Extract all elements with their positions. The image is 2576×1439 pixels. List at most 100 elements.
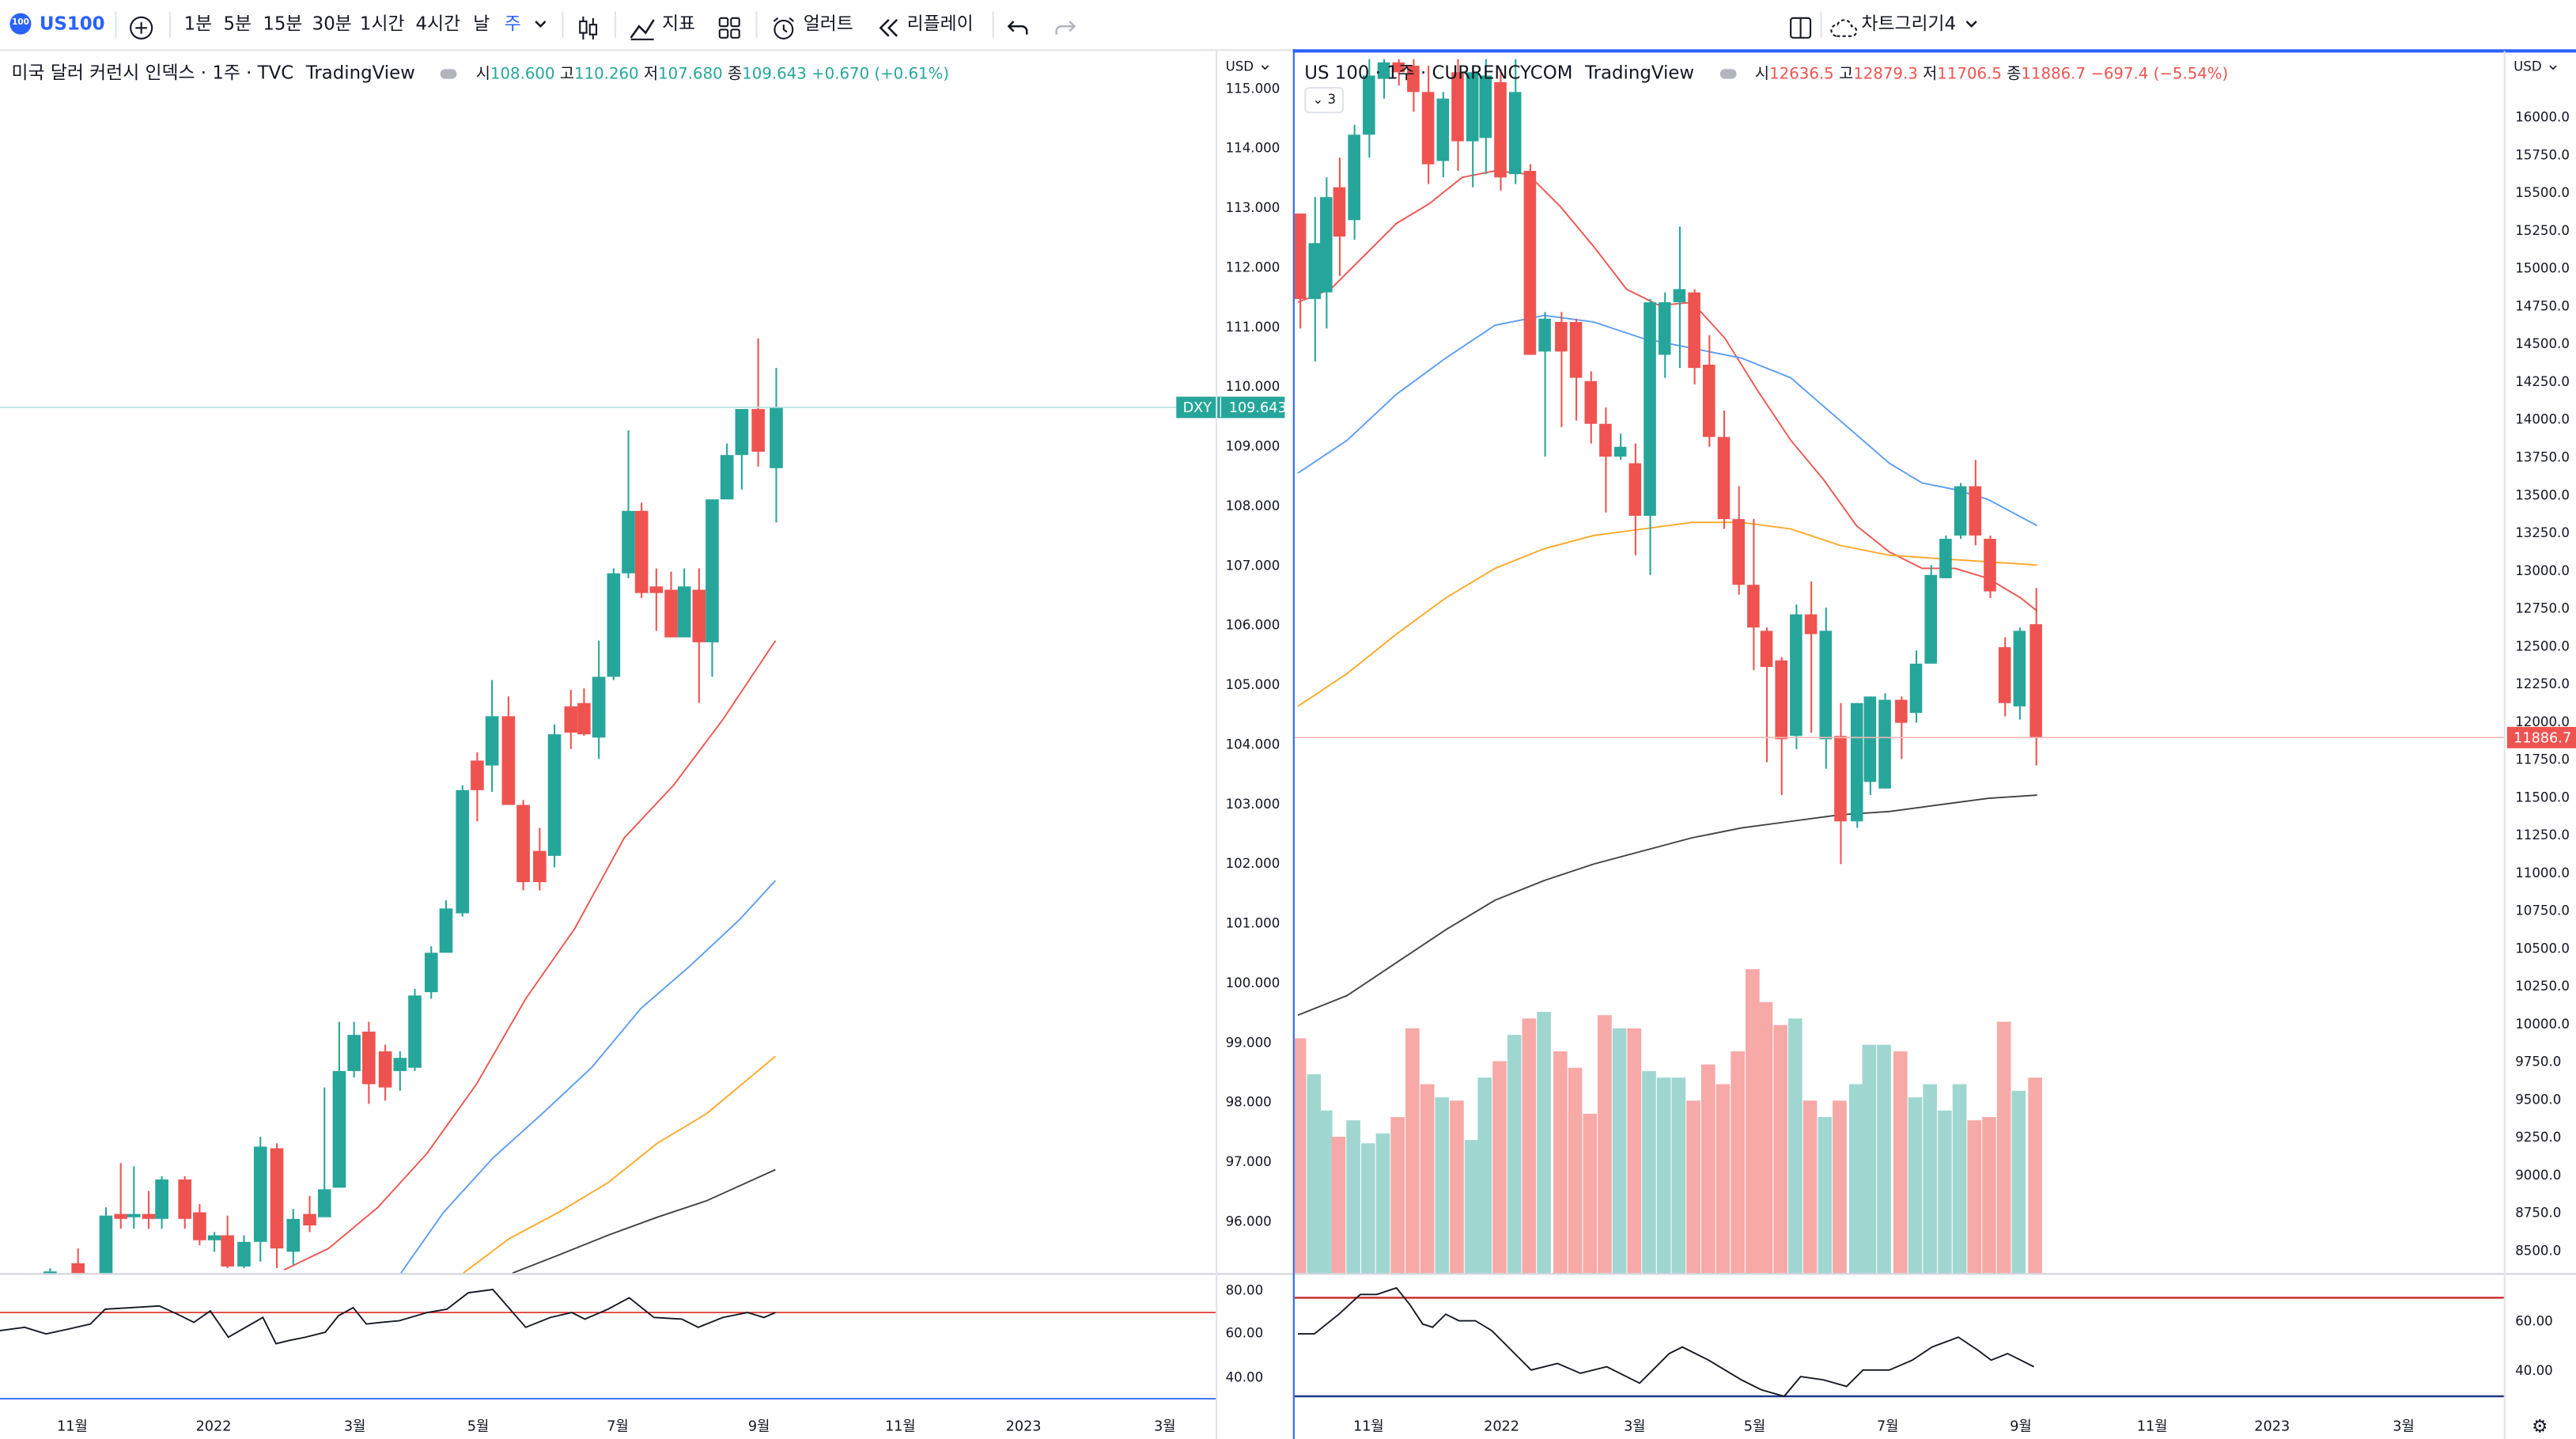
interval-15m[interactable]: 15분 bbox=[263, 13, 303, 35]
candles-style-icon[interactable] bbox=[575, 12, 601, 40]
candle bbox=[317, 1189, 331, 1217]
right-chart-source: TradingView bbox=[1585, 62, 1695, 84]
collapse-chevron-icon: ⌄ bbox=[1312, 92, 1324, 107]
right-chart-pane[interactable]: 16000.0 15750.0 15500.0 15250.0 15000.0 14750… bbox=[1294, 51, 2576, 1439]
time-tick-label: 2023 bbox=[2254, 1419, 2290, 1435]
price-tag-background bbox=[1176, 396, 1285, 418]
interval-chevron-down-icon[interactable] bbox=[532, 0, 549, 49]
volume-bar bbox=[1671, 1077, 1686, 1274]
undo-icon[interactable] bbox=[1005, 12, 1031, 38]
volume-bar bbox=[1492, 1061, 1507, 1274]
interval-week[interactable]: 주 bbox=[504, 13, 521, 35]
alert-button[interactable]: 얼러트 bbox=[803, 13, 853, 35]
volume-bar bbox=[1598, 1015, 1612, 1274]
price-tick-label: 10000.0 bbox=[2515, 1017, 2570, 1032]
price-tick-label: 15500.0 bbox=[2515, 185, 2570, 200]
indicators-collapse-button[interactable]: ⌄ 3 bbox=[1304, 87, 1345, 114]
time-tick-label: 3월 bbox=[1624, 1418, 1645, 1435]
time-tick-label: 5월 bbox=[1744, 1418, 1765, 1435]
price-tick-label: 115.000 bbox=[1226, 81, 1280, 96]
price-tick-label: 15750.0 bbox=[2515, 147, 2570, 162]
compare-add-icon[interactable] bbox=[128, 12, 154, 40]
volume-bar bbox=[1788, 1018, 1802, 1274]
indicators-icon[interactable] bbox=[630, 12, 656, 40]
interval-30m[interactable]: 30분 bbox=[312, 13, 352, 35]
templates-grid-icon[interactable] bbox=[717, 12, 743, 39]
moving-average-line bbox=[283, 640, 777, 1270]
market-status-icon bbox=[441, 68, 457, 78]
price-tick-label: 12500.0 bbox=[2515, 638, 2570, 653]
interval-1h[interactable]: 1시간 bbox=[359, 13, 405, 35]
currency-chevron-down-icon[interactable] bbox=[2549, 65, 2557, 70]
volume-bar bbox=[1331, 1136, 1346, 1274]
replay-button[interactable]: 리플레이 bbox=[906, 13, 974, 35]
interval-5m[interactable]: 5분 bbox=[223, 13, 252, 35]
volume-bar bbox=[1307, 1074, 1322, 1274]
price-tick-label: 9250.0 bbox=[2515, 1130, 2561, 1145]
candle bbox=[1538, 318, 1551, 352]
volume-bar bbox=[1923, 1084, 1938, 1274]
candle bbox=[1333, 187, 1346, 237]
price-tick-label: 12250.0 bbox=[2515, 676, 2570, 691]
volume-bar bbox=[2028, 1077, 2042, 1274]
price-tick-label: 11750.0 bbox=[2515, 752, 2570, 767]
candle bbox=[178, 1179, 191, 1219]
candle bbox=[1747, 585, 1760, 628]
price-tick-label: 105.000 bbox=[1226, 677, 1280, 692]
time-tick-label: 7월 bbox=[1877, 1418, 1898, 1435]
layout-split-icon[interactable] bbox=[1787, 12, 1814, 39]
volume-bar bbox=[1360, 1143, 1375, 1274]
layout-chevron-down-icon[interactable] bbox=[1963, 0, 1980, 49]
rsi-line bbox=[0, 1289, 776, 1345]
candle bbox=[408, 995, 422, 1068]
candle bbox=[1804, 614, 1818, 634]
candle bbox=[751, 409, 765, 453]
price-tick-label: 110.000 bbox=[1226, 379, 1280, 394]
candle bbox=[1494, 81, 1507, 178]
toolbar-divider bbox=[168, 11, 172, 38]
right-chart-title[interactable]: US 100 · 1주 · CURRENCYCOM bbox=[1304, 62, 1573, 84]
left-ohlc: 시108.600 고110.260 저107.680 종109.643 +0.6… bbox=[475, 66, 950, 84]
price-tick-label: 10750.0 bbox=[2515, 903, 2570, 918]
settings-gear-icon[interactable]: ⚙ bbox=[2531, 1415, 2548, 1437]
currency-chevron-down-icon[interactable] bbox=[1261, 65, 1269, 70]
price-tick-label: 14750.0 bbox=[2515, 298, 2570, 313]
interval-4h[interactable]: 4시간 bbox=[415, 13, 461, 35]
interval-day[interactable]: 날 bbox=[473, 13, 490, 35]
moving-average-line bbox=[1297, 170, 2038, 612]
left-chart-pane[interactable]: 115.000 114.000 113.000 112.000 111.000 110.0… bbox=[0, 51, 1293, 1439]
alarm-clock-icon[interactable] bbox=[770, 12, 796, 40]
price-tick-label: 9750.0 bbox=[2515, 1055, 2561, 1070]
candle bbox=[1909, 663, 1923, 714]
cloud-save-icon[interactable] bbox=[1829, 12, 1858, 38]
top-toolbar: 100 US100 1분 5분 15분 30분 1시간 4시간 날 주 지표 bbox=[0, 0, 2576, 51]
candle bbox=[347, 1035, 361, 1071]
layout-name-button[interactable]: 차트그리기4 bbox=[1861, 13, 1957, 35]
time-tick-label: 5월 bbox=[467, 1418, 489, 1435]
rsi-tick-label: 60.00 bbox=[1226, 1325, 1264, 1340]
price-tick-label: 14250.0 bbox=[2515, 374, 2570, 389]
volume-bar bbox=[1758, 1002, 1773, 1274]
redo-icon[interactable] bbox=[1051, 12, 1077, 38]
volume-bar bbox=[1294, 1038, 1307, 1274]
left-chart-title[interactable]: 미국 달러 커런시 인덱스 · 1주 · TVC bbox=[11, 62, 294, 84]
candle bbox=[1436, 98, 1450, 161]
candle bbox=[1451, 72, 1464, 142]
replay-rewind-icon[interactable] bbox=[876, 12, 902, 38]
volume-bar bbox=[1848, 1084, 1863, 1274]
price-tick-label: 109.000 bbox=[1226, 439, 1280, 454]
right-ohlc: 시12636.5 고12879.3 저11706.5 종11886.7 −697… bbox=[1754, 66, 2229, 84]
interval-1m[interactable]: 1분 bbox=[183, 13, 213, 35]
price-tick-label: 14500.0 bbox=[2515, 336, 2570, 351]
candle bbox=[664, 589, 678, 638]
volume-bar bbox=[1553, 1051, 1568, 1274]
volume-bar bbox=[1908, 1097, 1923, 1274]
candle bbox=[1294, 213, 1307, 299]
candle bbox=[1628, 463, 1642, 517]
price-tick-label: 8500.0 bbox=[2515, 1243, 2561, 1258]
symbol-search-button[interactable]: US100 bbox=[39, 13, 105, 35]
indicators-button[interactable]: 지표 bbox=[662, 13, 696, 35]
price-tick-label: 10250.0 bbox=[2515, 979, 2570, 994]
candle bbox=[770, 407, 783, 468]
volume-bar bbox=[1818, 1117, 1833, 1274]
